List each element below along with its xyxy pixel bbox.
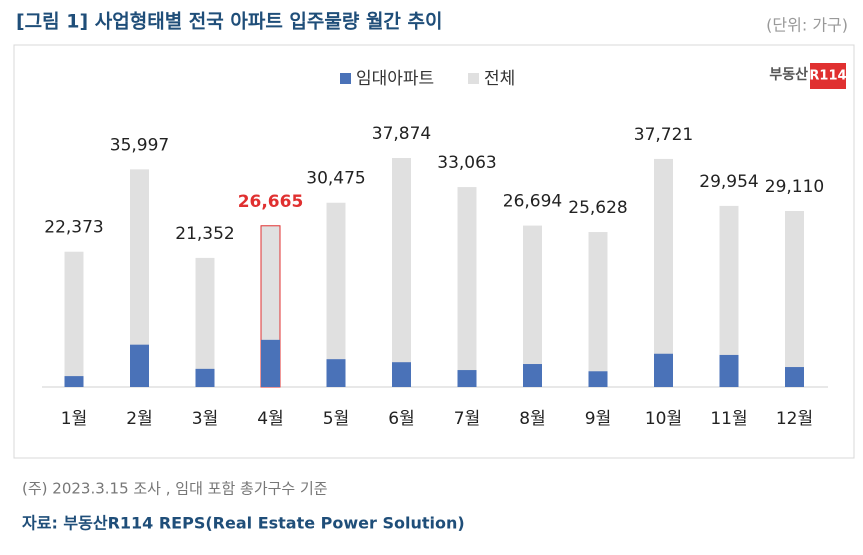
value-label: 30,475 bbox=[306, 169, 365, 189]
logo-badge: R114 bbox=[809, 69, 846, 84]
value-label: 22,373 bbox=[44, 218, 103, 238]
logo-text: 부동산 bbox=[769, 66, 808, 83]
bar bbox=[261, 339, 280, 387]
value-label: 29,954 bbox=[699, 172, 758, 192]
bar bbox=[195, 257, 215, 387]
x-tick-label: 9월 bbox=[585, 409, 611, 429]
unit-note: (단위: 가구) bbox=[766, 16, 848, 35]
value-label: 26,694 bbox=[503, 192, 562, 212]
x-tick-label: 4월 bbox=[257, 409, 283, 429]
x-tick-label: 2월 bbox=[126, 409, 152, 429]
chart-frame bbox=[13, 44, 855, 459]
bar bbox=[785, 367, 804, 387]
bar bbox=[457, 187, 477, 387]
legend-swatch bbox=[340, 73, 351, 84]
bar bbox=[326, 202, 346, 387]
bar bbox=[392, 158, 411, 387]
x-tick-label: 6월 bbox=[388, 409, 414, 429]
bar bbox=[326, 359, 346, 387]
legend-swatch bbox=[468, 73, 479, 84]
value-label: 21,352 bbox=[175, 224, 234, 244]
bar bbox=[64, 251, 84, 387]
value-label: 37,721 bbox=[634, 125, 693, 145]
bar bbox=[654, 158, 673, 387]
bar bbox=[392, 362, 411, 387]
value-label: 35,997 bbox=[110, 135, 169, 155]
bar bbox=[130, 169, 149, 387]
x-tick-label: 3월 bbox=[192, 409, 218, 429]
x-tick-label: 12월 bbox=[776, 409, 813, 429]
bar bbox=[195, 368, 215, 387]
bar bbox=[523, 225, 542, 387]
value-label: 37,874 bbox=[372, 124, 431, 144]
chart-title: [그림 1] 사업형태별 전국 아파트 입주물량 월간 추이 bbox=[16, 11, 443, 33]
bar bbox=[588, 232, 608, 387]
bar bbox=[719, 205, 739, 387]
value-label: 29,110 bbox=[765, 177, 824, 197]
bar bbox=[785, 210, 804, 387]
logo-badge-bg bbox=[810, 63, 846, 89]
bar bbox=[654, 353, 673, 387]
x-tick-label: 10월 bbox=[645, 409, 682, 429]
legend-label: 임대아파트 bbox=[356, 69, 434, 89]
footnote: (주) 2023.3.15 조사 , 임대 포함 총가구수 기준 bbox=[22, 480, 328, 498]
x-tick-label: 5월 bbox=[323, 409, 349, 429]
bar bbox=[457, 370, 477, 387]
legend-label: 전체 bbox=[484, 69, 515, 89]
bar bbox=[64, 376, 84, 387]
x-tick-label: 1월 bbox=[61, 409, 87, 429]
bar bbox=[130, 344, 149, 387]
value-label: 25,628 bbox=[568, 198, 627, 218]
value-label: 26,665 bbox=[238, 192, 304, 212]
source: 자료: 부동산R114 REPS(Real Estate Power Solut… bbox=[22, 514, 465, 533]
bar bbox=[523, 364, 542, 387]
x-tick-label: 8월 bbox=[519, 409, 545, 429]
x-tick-label: 7월 bbox=[454, 409, 480, 429]
value-label: 33,063 bbox=[437, 153, 496, 173]
x-tick-label: 11월 bbox=[710, 409, 747, 429]
bar bbox=[719, 354, 739, 387]
bar bbox=[588, 371, 608, 387]
